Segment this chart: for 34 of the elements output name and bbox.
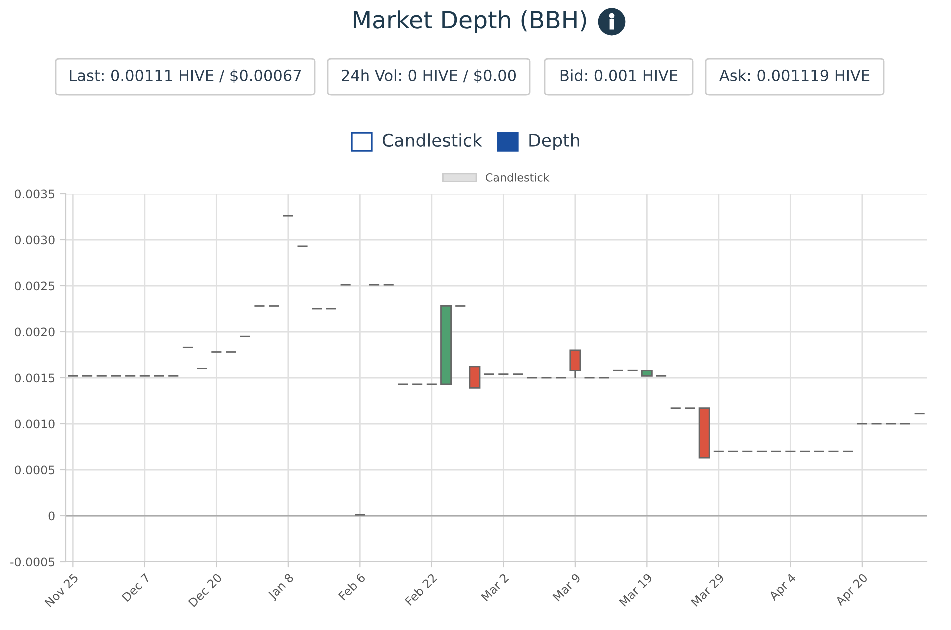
x-tick-label: Mar 19: [619, 573, 654, 608]
x-tick-label: Feb 22: [404, 573, 438, 606]
y-tick-label: 0.0025: [15, 282, 55, 291]
x-tick-label: Mar 29: [690, 573, 725, 608]
candlestick: [440, 306, 452, 386]
y-tick-label: 0.0010: [15, 420, 55, 429]
x-tick-label: Mar 9: [552, 573, 582, 602]
candlestick: [469, 366, 481, 389]
y-tick-label: 0.0005: [15, 466, 55, 475]
x-tick-label: Nov 25: [44, 573, 79, 608]
text: Depth: [530, 134, 580, 150]
candlestick: [698, 408, 710, 459]
text: Ask: 0.001119 HIVE: [720, 70, 870, 82]
chart-title: Market Depth (BBH): [354, 10, 586, 34]
text: Bid: 0.001 HIVE: [560, 70, 678, 82]
y-tick-label: 0: [48, 512, 55, 521]
y-tick-label: 0.0035: [15, 190, 55, 199]
text: Last: 0.00111 HIVE / $0.00067: [70, 70, 302, 84]
y-tick-label: -0.0005: [10, 558, 55, 567]
x-tick-label: Apr 20: [834, 573, 870, 608]
x-tick-label: Dec 20: [188, 573, 223, 608]
candlestick: [570, 350, 582, 379]
text: Candlestick: [382, 134, 483, 148]
text: 24h Vol: 0 HIVE / $0.00: [342, 70, 516, 84]
x-tick-label: Dec 7: [122, 573, 151, 602]
x-tick-label: Apr 4: [768, 573, 798, 603]
y-tick-label: 0.0015: [15, 374, 55, 383]
x-tick-label: Mar 2: [480, 573, 510, 602]
candlestick: [641, 370, 653, 377]
x-tick-label: Feb 6: [338, 572, 366, 601]
y-tick-label: 0.0020: [15, 328, 55, 337]
x-tick-label: Jan 8: [267, 573, 296, 602]
text: Candlestick: [486, 173, 550, 182]
y-tick-label: 0.0030: [15, 236, 55, 245]
